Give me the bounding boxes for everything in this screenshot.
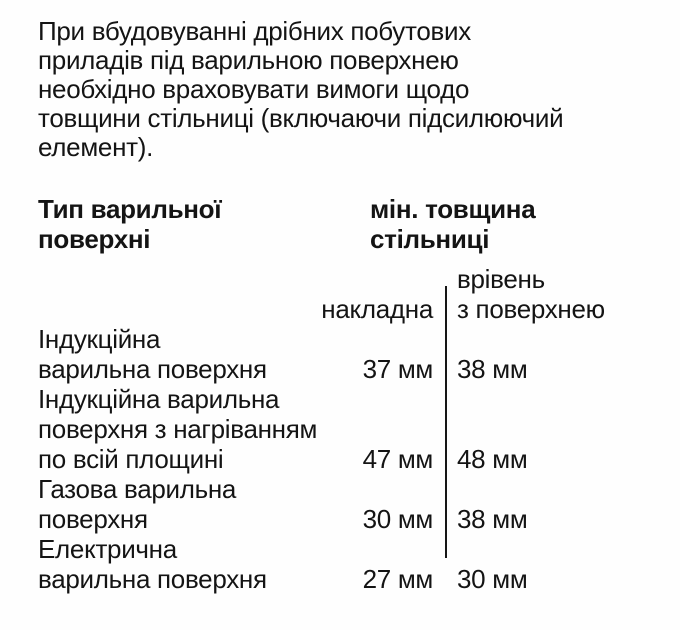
row-label: Газова варильна поверхня — [38, 474, 237, 534]
row-value-flush-mounted: 48 мм — [457, 444, 528, 474]
table-subheader-row: накладна врівень з поверхнею — [38, 264, 660, 324]
table-row-gas: Газова варильна поверхня 30 мм 38 мм — [38, 474, 660, 534]
subheader-flush-mounted: врівень з поверхнею — [457, 264, 605, 324]
row-value-surface-mounted: 47 мм — [362, 444, 434, 474]
table-row-induction-full-surface: Індукційна варильна поверхня з нагріванн… — [38, 384, 660, 474]
row-label: Індукційна варильна поверхня — [38, 324, 267, 384]
row-value-flush-mounted: 38 мм — [457, 354, 528, 384]
row-value-flush-mounted: 38 мм — [457, 504, 528, 534]
table-row-electric: Електрична варильна поверхня 27 мм 30 мм — [38, 534, 660, 594]
subheader-surface-mounted: накладна — [321, 294, 433, 324]
intro-paragraph: При вбудовуванні дрібних побутових прила… — [38, 16, 564, 162]
header-min-thickness: мін. товщина стільниці — [370, 194, 536, 254]
row-label: Електрична варильна поверхня — [38, 534, 267, 594]
row-value-surface-mounted: 30 мм — [362, 504, 434, 534]
table-row-induction: Індукційна варильна поверхня 37 мм 38 мм — [38, 324, 660, 384]
row-label: Індукційна варильна поверхня з нагріванн… — [38, 384, 318, 474]
row-value-surface-mounted: 27 мм — [362, 564, 434, 594]
header-hob-type: Тип варильної поверхні — [38, 194, 222, 254]
row-value-flush-mounted: 30 мм — [457, 564, 528, 594]
worktop-thickness-table: Тип варильної поверхні мін. товщина стіл… — [38, 194, 660, 594]
table-header-row: Тип варильної поверхні мін. товщина стіл… — [38, 194, 660, 254]
row-value-surface-mounted: 37 мм — [362, 354, 434, 384]
column-divider-line — [445, 286, 447, 558]
